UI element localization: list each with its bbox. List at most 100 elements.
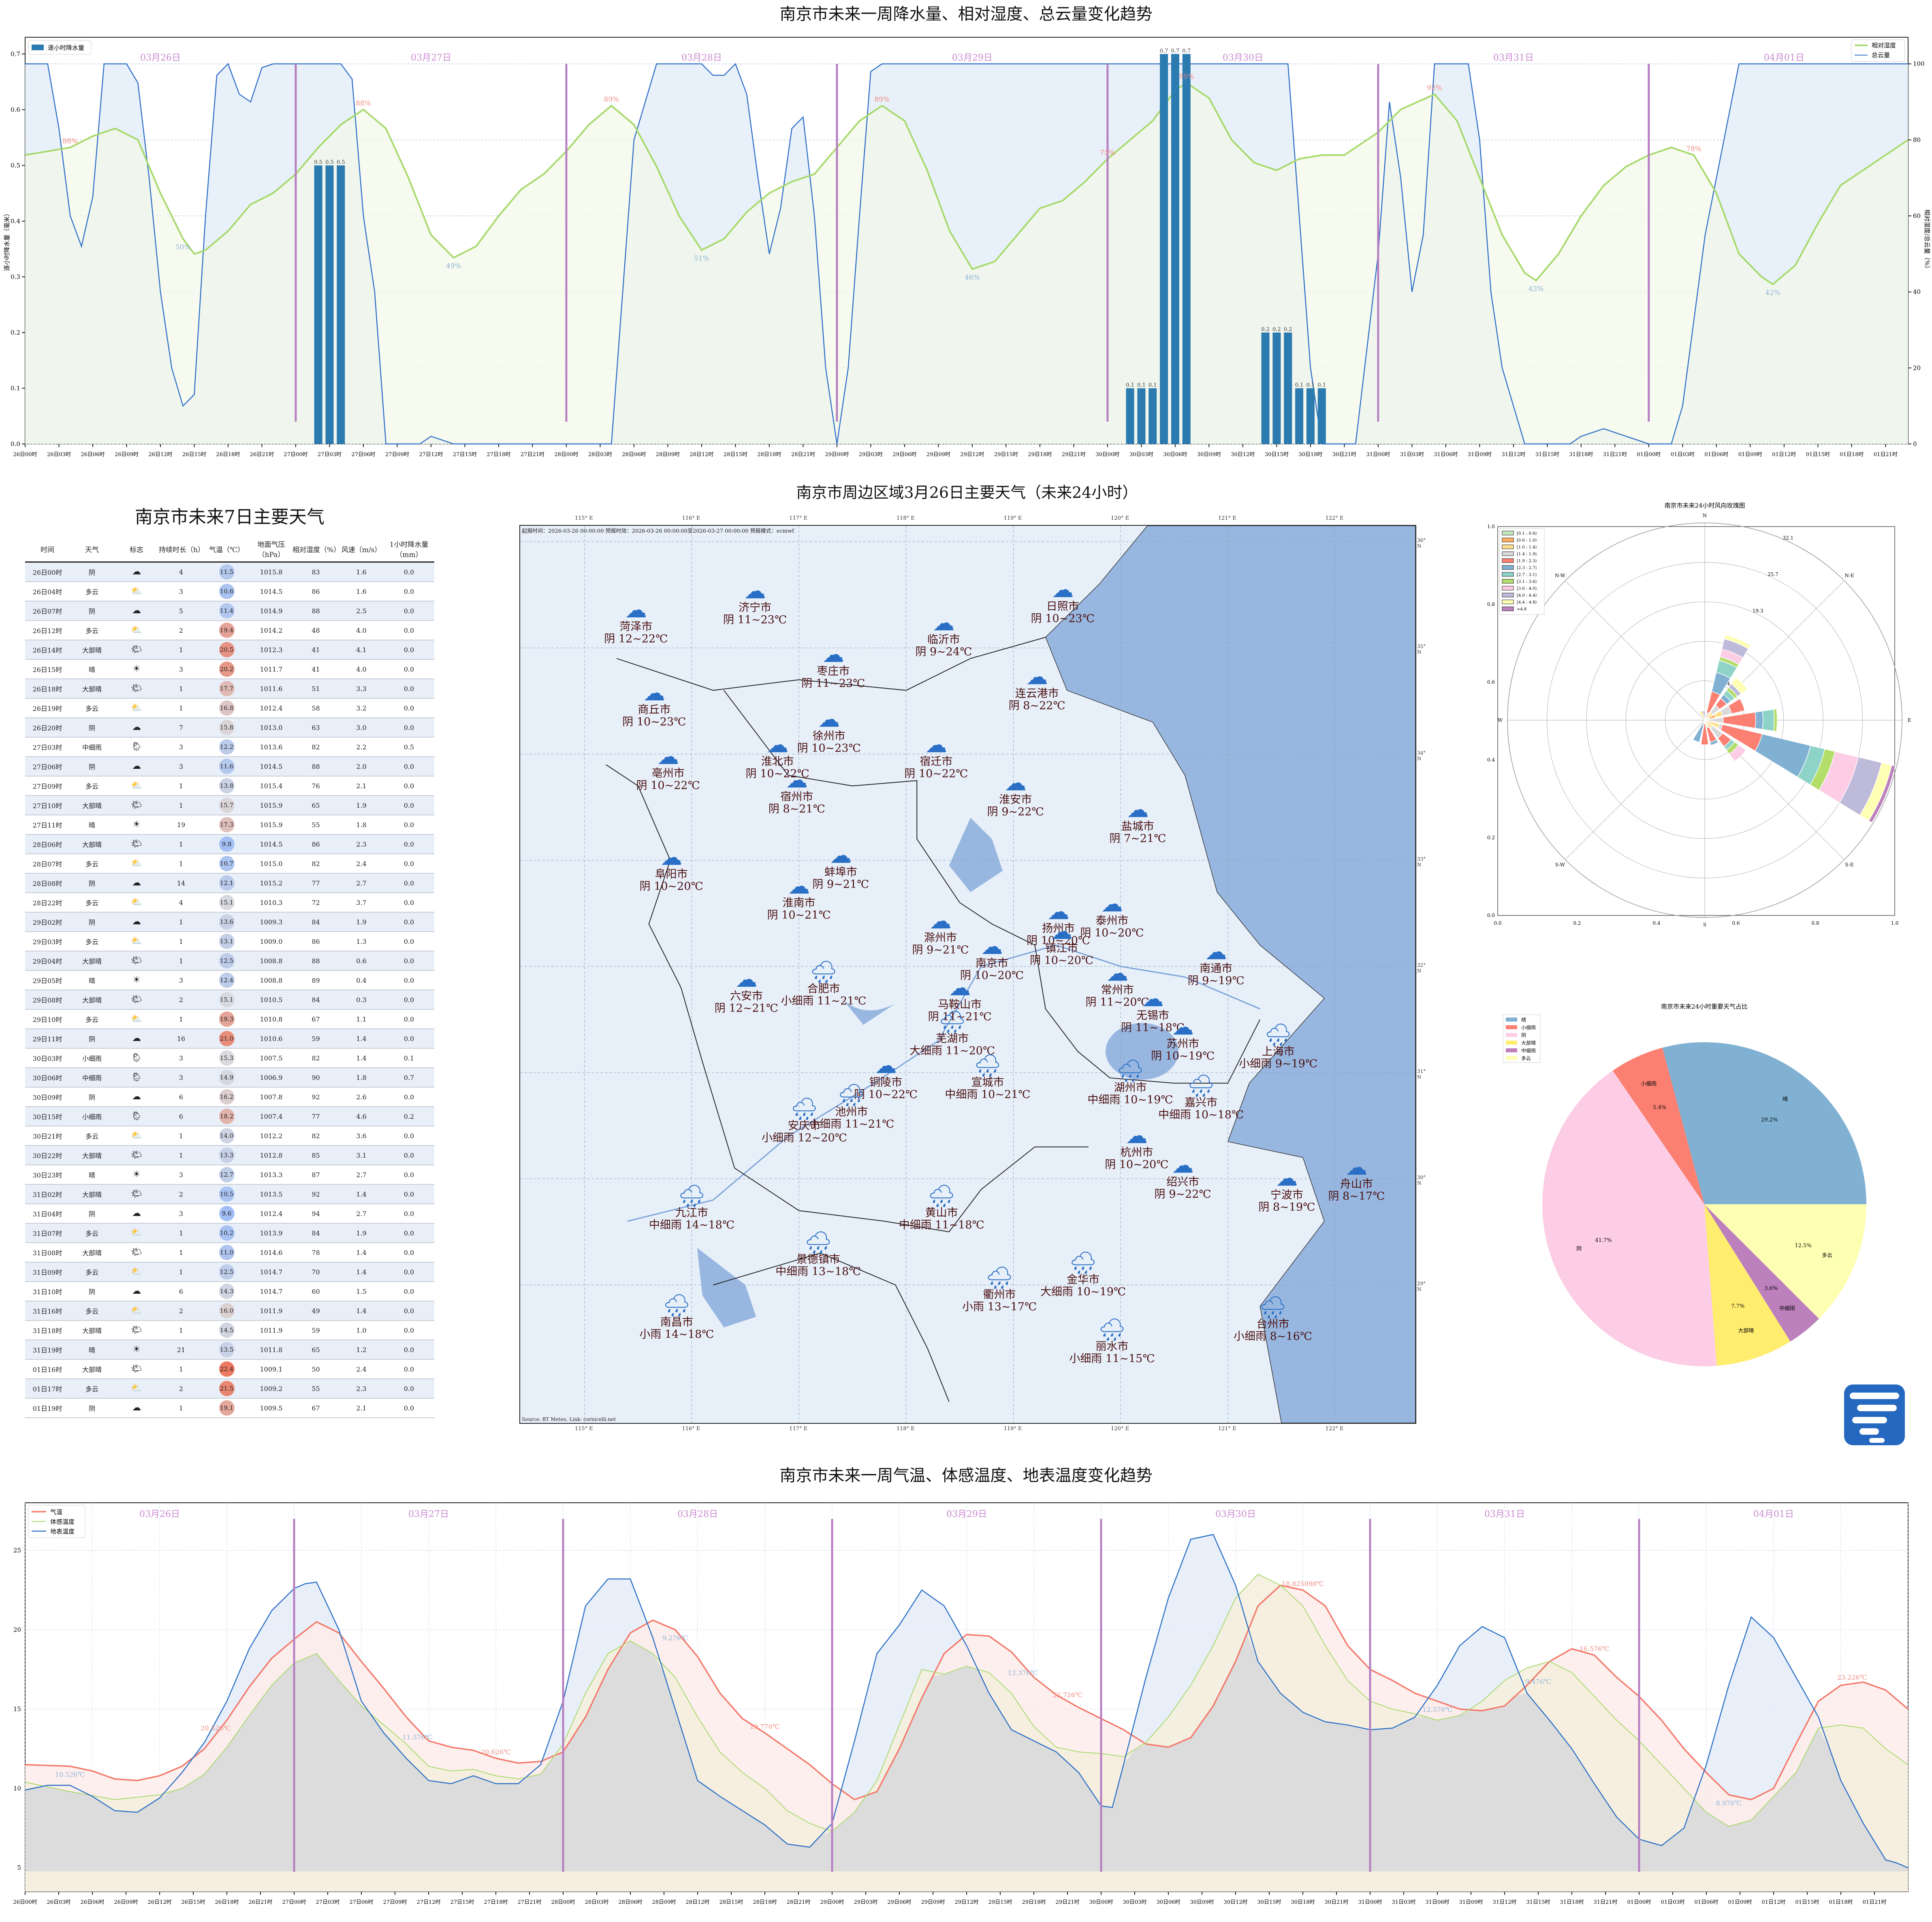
day-label: 03月31日 <box>1484 1509 1525 1519</box>
city-marker[interactable]: ☁ 淮南市阴 10~21℃ <box>767 875 831 922</box>
city-marker[interactable]: 🌧 丽水市 小细雨 11~15℃ <box>1069 1319 1155 1365</box>
regional-weather-map[interactable]: 起报时间：2026-03-26 00:00:00 预报时效：2026-03-26… <box>519 525 1416 1424</box>
city-marker[interactable]: 🌧 金华市 大细雨 10~19℃ <box>1040 1252 1126 1298</box>
city-marker[interactable]: 🌧 衢州市 小雨 13~17℃ <box>962 1267 1037 1313</box>
city-marker[interactable]: ☁ 连云港市阴 8~22℃ <box>1009 666 1065 712</box>
city-marker[interactable]: ☁ 宁波市阴 8~19℃ <box>1258 1167 1315 1214</box>
city-forecast: 阴 12~21℃ <box>714 1002 779 1015</box>
drizzle-icon: 🌧 <box>1259 1295 1287 1320</box>
city-marker[interactable]: ☁ 日照市阴 10~23℃ <box>1031 579 1095 625</box>
city-marker[interactable]: 🌧 台州市 小细雨 8~16℃ <box>1234 1297 1312 1343</box>
table-cell: 30日22时 <box>32 1152 62 1160</box>
city-marker[interactable]: 🌧 上海市 小细雨 9~19℃ <box>1239 1024 1317 1070</box>
city-marker[interactable]: ☁ 商丘市阴 10~23℃ <box>622 682 686 728</box>
city-marker[interactable]: ☁ 徐州市阴 10~23℃ <box>797 708 861 755</box>
table-cell: 1006.9 <box>260 1073 283 1082</box>
city-marker[interactable]: ☁ 临沂市阴 9~24℃ <box>915 612 972 658</box>
city-marker[interactable]: ☁ 盐城市阴 7~21℃ <box>1110 798 1166 845</box>
city-marker[interactable]: ☁ 扬州市阴 10~20℃ <box>1027 900 1090 947</box>
overcast-icon: ☁ <box>132 1286 141 1296</box>
city-marker[interactable]: ☁ 铜陵市阴 10~22℃ <box>854 1054 918 1101</box>
pie-slice <box>1704 1204 1819 1342</box>
city-marker[interactable]: 🌧 嘉兴市 中细雨 10~18℃ <box>1158 1075 1244 1121</box>
city-marker[interactable]: ☁ 宿迁市阴 10~22℃ <box>904 734 968 780</box>
table-cell: 31日16时 <box>32 1308 62 1315</box>
table-cell: 大部晴 <box>82 1327 102 1335</box>
city-marker[interactable]: 🌧 芜湖市 大细雨 11~20℃ <box>909 1011 995 1057</box>
table-cell: 1013.0 <box>260 723 283 732</box>
city-marker[interactable]: ☁ 六安市阴 12~21℃ <box>715 968 778 1015</box>
city-marker[interactable]: 🌧 池州市 小细雨 11~21℃ <box>809 1084 894 1131</box>
table-cell: 0.0 <box>403 646 414 654</box>
table-cell: 1008.8 <box>260 957 283 965</box>
city-marker[interactable]: 🌧 九江市 中细雨 14~18℃ <box>649 1185 734 1231</box>
table-cell: 0.0 <box>403 1365 414 1373</box>
table-cell: 1007.4 <box>260 1112 283 1120</box>
temp-annotation: 18.825098℃ <box>1282 1580 1324 1588</box>
table-cell: 4 <box>179 898 184 907</box>
city-marker[interactable]: ☁ 济宁市阴 11~23℃ <box>723 580 787 626</box>
city-marker[interactable]: ☁ 亳州市阴 10~22℃ <box>636 745 700 792</box>
table-cell: 2.7 <box>356 1171 367 1179</box>
city-marker[interactable]: ☁ 常州市阴 11~20℃ <box>1086 962 1149 1009</box>
temperature-badge: 13.3 <box>219 1148 235 1163</box>
table-row: 29日04时 大部晴 🌤 1 12.5 1008.8 88 0.6 0.0 <box>25 951 434 971</box>
table-cell: 0.0 <box>403 1210 414 1218</box>
city-marker[interactable]: ☁ 无锡市阴 11~18℃ <box>1121 988 1185 1034</box>
table-cell: 01日19时 <box>32 1405 62 1412</box>
table-cell: 49 <box>312 1307 320 1315</box>
city-marker[interactable]: 🌧 南昌市 小雨 14~18℃ <box>639 1295 714 1341</box>
city-marker[interactable]: ☁ 泰州市阴 10~20℃ <box>1080 893 1144 939</box>
city-marker[interactable]: ☁ 南通市阴 9~19℃ <box>1188 941 1245 987</box>
table-cell: 1.6 <box>356 568 367 576</box>
city-marker[interactable]: ☁ 阜阳市阴 10~20℃ <box>640 846 703 893</box>
city-marker[interactable]: ☁ 舟山市阴 8~17℃ <box>1328 1156 1385 1203</box>
city-marker[interactable]: ☁ 南京市阴 10~20℃ <box>960 936 1024 982</box>
longitude-label: 117° E <box>789 515 808 521</box>
rose-ring-label: 32.1 <box>1783 535 1793 541</box>
city-marker[interactable]: ☁ 枣庄市阴 11~23℃ <box>801 644 865 690</box>
city-marker[interactable]: ☁ 镇江市阴 10~20℃ <box>1030 921 1093 967</box>
legend-label: 逐小时降水量 <box>48 44 84 51</box>
table-cell: 1 <box>179 801 184 809</box>
city-marker[interactable]: 🌧 景德镇市 中细雨 13~18℃ <box>775 1232 861 1278</box>
city-marker[interactable]: 🌧 宣城市 中细雨 10~21℃ <box>945 1054 1030 1101</box>
table-cell: 76 <box>312 782 320 790</box>
city-marker[interactable]: 🌧 湖州市 中细雨 10~19℃ <box>1087 1060 1173 1106</box>
drizzle-icon: 🌧 <box>1116 1058 1144 1084</box>
city-marker[interactable]: ☁ 苏州市阴 10~19℃ <box>1151 1016 1215 1062</box>
temperature-badge: 16.2 <box>219 1089 235 1105</box>
city-marker[interactable]: 🌧 合肥市 小细雨 11~21℃ <box>781 961 866 1007</box>
city-marker[interactable]: 🌧 安庆市 小细雨 12~20℃ <box>762 1098 847 1144</box>
city-marker[interactable]: ☁ 杭州市阴 10~20℃ <box>1105 1124 1168 1171</box>
table-row: 26日04时 多云 ⛅ 3 10.6 1014.5 86 1.6 0.0 <box>25 582 434 602</box>
city-marker[interactable]: ☁ 宿州市阴 8~21℃ <box>769 769 825 815</box>
city-marker[interactable]: ☁ 马鞍山市阴 11~21℃ <box>928 977 992 1023</box>
x-tick-label: 01日09时 <box>1728 1899 1752 1905</box>
latitude-label: 36° N <box>1417 538 1426 549</box>
x-tick-label: 28日18时 <box>757 452 781 458</box>
table-cell: 67 <box>312 1015 320 1023</box>
city-marker[interactable]: 🌧 黄山市 中细雨 11~18℃ <box>899 1185 984 1231</box>
y2-tick-label: 100 <box>1913 60 1925 68</box>
city-marker[interactable]: ☁ 绍兴市阴 9~22℃ <box>1155 1154 1211 1201</box>
city-marker[interactable]: ☁ 淮北市阴 10~22℃ <box>746 734 809 780</box>
city-marker[interactable]: ☁ 蚌埠市阴 9~21℃ <box>812 844 869 891</box>
x-tick-label: 31日06时 <box>1425 1899 1449 1905</box>
temperature-badge: 13.8 <box>219 778 235 794</box>
table-row: 30日22时 大部晴 🌤 1 13.3 1012.8 85 3.1 0.0 <box>25 1146 434 1165</box>
x-tick-label: 30日06时 <box>1163 452 1187 458</box>
table-cell: 3.7 <box>356 898 367 907</box>
city-name: 枣庄市 <box>817 665 850 678</box>
city-marker[interactable]: ☁ 滁州市阴 9~21℃ <box>912 910 969 956</box>
bar-label: 0.5 <box>325 159 334 165</box>
city-marker[interactable]: ☁ 淮安市阴 9~22℃ <box>987 772 1044 818</box>
overcast-icon: ☁ <box>1052 577 1074 603</box>
table-cell: 1 <box>179 957 184 965</box>
table-cell: 阴 <box>88 608 95 615</box>
precip-bar <box>337 165 345 444</box>
table-row: 27日03时 中细雨 🌦 3 12.2 1013.6 82 2.2 0.5 <box>25 738 434 757</box>
bar-label: 0.7 <box>1160 48 1168 54</box>
sunny-icon: ☀ <box>132 1169 141 1180</box>
city-marker[interactable]: ☁ 菏泽市阴 12~22℃ <box>604 599 668 645</box>
